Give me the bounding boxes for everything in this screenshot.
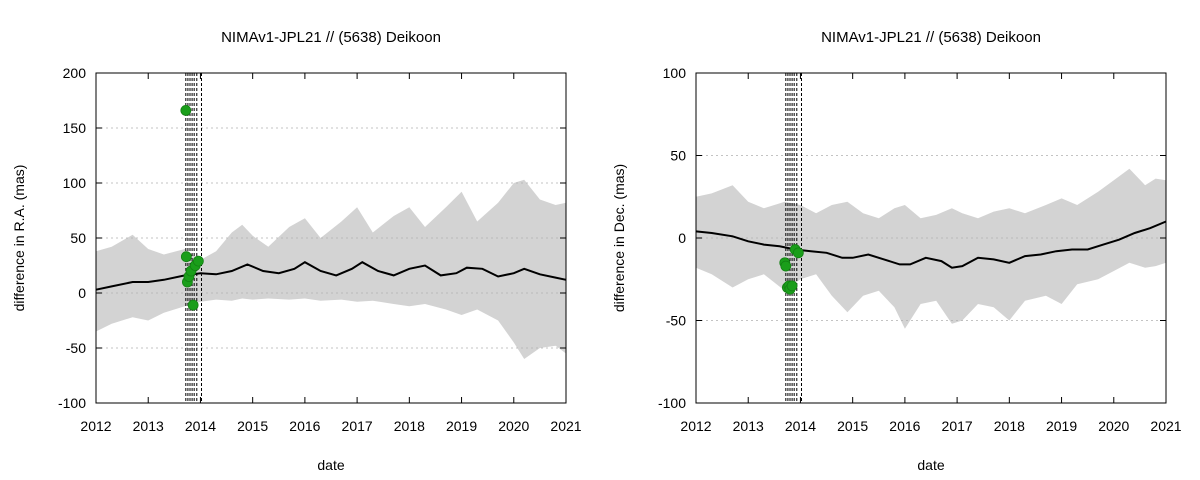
x-tick-label: 2013 xyxy=(133,418,164,434)
x-tick-label: 2017 xyxy=(342,418,373,434)
observation-point xyxy=(187,299,199,311)
x-tick-label: 2020 xyxy=(1098,418,1129,434)
chart-ra: NIMAv1-JPL21 // (5638) Deikoon date diff… xyxy=(11,29,582,473)
chart-dec: NIMAv1-JPL21 // (5638) Deikoon date diff… xyxy=(611,29,1182,473)
x-tick-label: 2021 xyxy=(1150,418,1181,434)
y-tick-label: -50 xyxy=(66,340,86,356)
x-tick-label: 2015 xyxy=(237,418,268,434)
observation-point xyxy=(192,255,204,267)
y-axis-label: difference in R.A. (mas) xyxy=(11,165,27,312)
observation-point xyxy=(780,260,792,272)
x-tick-label: 2015 xyxy=(837,418,868,434)
chart-title: NIMAv1-JPL21 // (5638) Deikoon xyxy=(221,29,441,46)
y-tick-label: 0 xyxy=(78,285,86,301)
y-tick-label: 150 xyxy=(63,120,87,136)
y-tick-label: 100 xyxy=(63,175,87,191)
x-tick-label: 2019 xyxy=(1046,418,1077,434)
x-tick-label: 2020 xyxy=(498,418,529,434)
y-tick-label: 50 xyxy=(70,230,86,246)
x-axis-label: date xyxy=(917,457,944,473)
y-tick-label: -100 xyxy=(58,395,86,411)
x-tick-label: 2018 xyxy=(394,418,425,434)
chart-title: NIMAv1-JPL21 // (5638) Deikoon xyxy=(821,29,1041,46)
series-line xyxy=(695,220,1167,269)
x-tick-label: 2017 xyxy=(942,418,973,434)
x-tick-label: 2014 xyxy=(785,418,816,434)
x-tick-label: 2016 xyxy=(289,418,320,434)
x-tick-label: 2012 xyxy=(80,418,111,434)
x-tick-label: 2013 xyxy=(733,418,764,434)
y-axis-label: difference in Dec. (mas) xyxy=(611,164,627,312)
y-tick-label: -50 xyxy=(666,313,686,329)
y-tick-label: 100 xyxy=(663,65,687,81)
x-tick-label: 2012 xyxy=(680,418,711,434)
y-tick-label: 200 xyxy=(63,65,87,81)
x-tick-label: 2019 xyxy=(446,418,477,434)
observation-point xyxy=(180,105,192,116)
uncertainty-band xyxy=(96,179,566,359)
y-tick-label: -100 xyxy=(658,395,686,411)
x-tick-label: 2016 xyxy=(889,418,920,434)
uncertainty-band xyxy=(696,168,1166,329)
observation-point xyxy=(792,247,804,259)
x-tick-label: 2018 xyxy=(994,418,1025,434)
y-tick-label: 50 xyxy=(670,148,686,164)
observation-point xyxy=(180,251,192,263)
x-tick-label: 2014 xyxy=(185,418,216,434)
y-tick-label: 0 xyxy=(678,230,686,246)
x-axis-label: date xyxy=(317,457,344,473)
x-tick-label: 2021 xyxy=(550,418,581,434)
observation-point xyxy=(786,280,798,292)
